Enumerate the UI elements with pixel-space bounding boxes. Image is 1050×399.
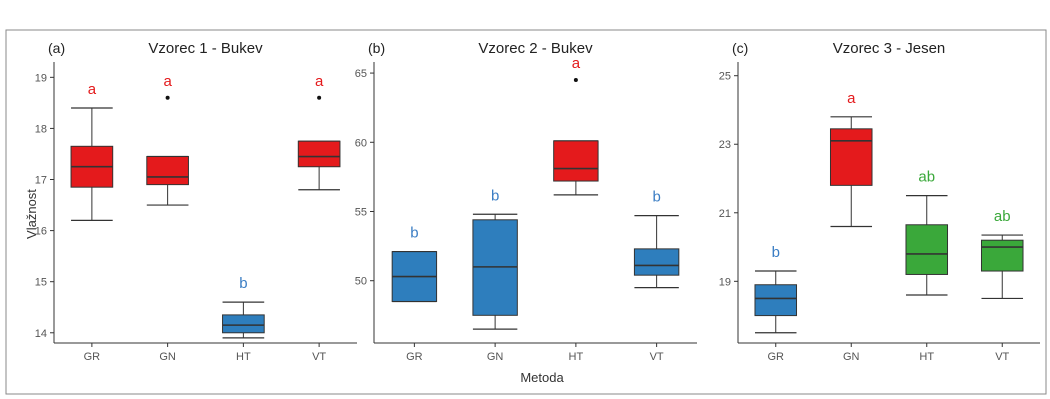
significance-letter: a bbox=[163, 73, 172, 90]
panel-1: (a) Vzorec 1 - Bukev 14 15 16 17 18 19 a GR a GN b HT… bbox=[35, 40, 357, 363]
significance-letter: ab bbox=[918, 169, 935, 186]
x-tick-label: GN bbox=[843, 351, 860, 363]
panel-title: Vzorec 3 - Jesen bbox=[833, 40, 946, 57]
iqr-box bbox=[754, 284, 798, 317]
x-tick-label: GR bbox=[406, 351, 423, 363]
panel-label: (c) bbox=[732, 40, 748, 56]
y-tick-label: 65 bbox=[355, 68, 367, 80]
x-tick-label: HT bbox=[236, 351, 251, 363]
iqr-box bbox=[829, 128, 873, 186]
figure-border bbox=[5, 29, 1047, 395]
x-tick-label: GN bbox=[159, 351, 176, 363]
iqr-box bbox=[297, 140, 341, 168]
x-tick-label: HT bbox=[569, 351, 584, 363]
panel-title: Vzorec 2 - Bukev bbox=[478, 40, 593, 57]
x-tick-label: GR bbox=[84, 351, 101, 363]
box-gn: a bbox=[829, 90, 873, 228]
y-tick-label: 18 bbox=[35, 123, 47, 135]
y-tick-label: 21 bbox=[719, 208, 731, 220]
y-axis-title: Vlažnost bbox=[24, 189, 39, 239]
box-vt: a bbox=[297, 73, 341, 191]
y-tick-label: 25 bbox=[719, 71, 731, 83]
box-ht: a bbox=[553, 55, 599, 196]
x-tick-label: GR bbox=[768, 351, 785, 363]
y-tick-label: 16 bbox=[35, 226, 47, 238]
box-ht: ab bbox=[905, 169, 949, 296]
iqr-box bbox=[146, 156, 189, 186]
box-vt: b bbox=[633, 189, 680, 289]
significance-letter: ab bbox=[994, 208, 1011, 225]
significance-letter: a bbox=[572, 55, 581, 72]
y-tick-label: 60 bbox=[355, 137, 367, 149]
outlier-point bbox=[317, 95, 322, 100]
significance-letter: a bbox=[847, 90, 856, 107]
box-gr: b bbox=[391, 225, 438, 303]
box-gn: b bbox=[472, 187, 518, 330]
box-vt: ab bbox=[980, 208, 1024, 300]
panel-3: (c) Vzorec 3 - Jesen 19 21 23 25 b GR a GN ab HT ab V… bbox=[719, 40, 1040, 363]
iqr-box bbox=[905, 224, 949, 275]
y-tick-label: 19 bbox=[719, 276, 731, 288]
y-tick-label: 50 bbox=[355, 276, 367, 288]
x-axis-title: Metoda bbox=[520, 370, 564, 385]
significance-letter: a bbox=[88, 81, 97, 98]
box-gr: a bbox=[70, 81, 114, 221]
x-tick-label: VT bbox=[995, 351, 1009, 363]
x-tick-label: VT bbox=[650, 351, 664, 363]
panels: (a) Vzorec 1 - Bukev 14 15 16 17 18 19 a GR a GN b HT… bbox=[35, 40, 1040, 363]
iqr-box bbox=[980, 239, 1024, 272]
y-tick-label: 19 bbox=[35, 72, 47, 84]
box-ht: b bbox=[222, 275, 265, 339]
x-tick-label: HT bbox=[919, 351, 934, 363]
x-tick-label: GN bbox=[487, 351, 504, 363]
iqr-box bbox=[633, 248, 680, 276]
panel-label: (a) bbox=[48, 40, 65, 56]
y-tick-label: 23 bbox=[719, 139, 731, 151]
iqr-box bbox=[553, 140, 599, 182]
significance-letter: b bbox=[410, 225, 418, 242]
significance-letter: b bbox=[239, 275, 247, 292]
iqr-box bbox=[222, 314, 265, 334]
panel-label: (b) bbox=[368, 40, 385, 56]
significance-letter: b bbox=[652, 189, 660, 206]
significance-letter: a bbox=[315, 73, 324, 90]
outlier-point bbox=[165, 95, 170, 100]
significance-letter: b bbox=[491, 187, 499, 204]
box-gn: a bbox=[146, 73, 189, 206]
y-tick-label: 15 bbox=[35, 277, 47, 289]
outlier-point bbox=[573, 77, 578, 82]
significance-letter: b bbox=[772, 244, 780, 261]
panel-title: Vzorec 1 - Bukev bbox=[148, 40, 263, 57]
x-tick-label: VT bbox=[312, 351, 326, 363]
y-tick-label: 55 bbox=[355, 206, 367, 218]
panel-2: (b) Vzorec 2 - Bukev 50 55 60 65 b GR b GN a HT b VT bbox=[355, 40, 697, 363]
y-tick-label: 14 bbox=[35, 328, 47, 340]
y-tick-label: 17 bbox=[35, 175, 47, 187]
box-gr: b bbox=[754, 244, 798, 334]
